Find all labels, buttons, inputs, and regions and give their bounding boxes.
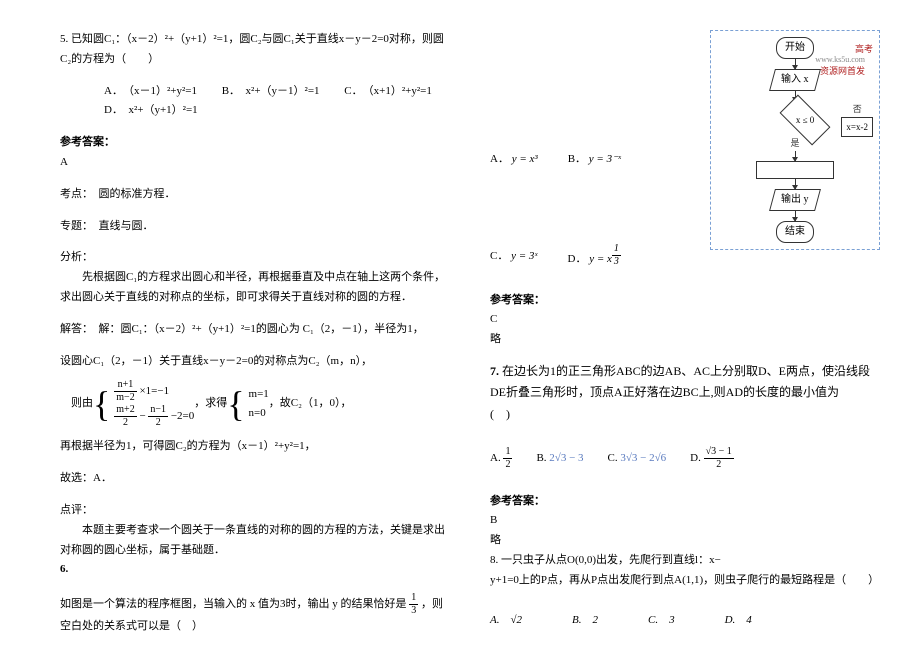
fc-yes: 是: [790, 135, 799, 151]
q5-l7: 再根据半径为1，可得圆C₂的方程为（x－1）²+y²=1，: [60, 437, 450, 457]
q6-d-pre: y = x: [589, 253, 612, 265]
q5-formula: 则由 { n+1m−2 ×1=−1 m+22 − n−12 −2=0 ，求得 {…: [60, 379, 450, 429]
q7-a-label: A.: [490, 452, 501, 464]
fb1-num: m+2: [114, 404, 136, 417]
q5-opt-a: A． （x－1）²+y²=1: [104, 85, 197, 97]
fb2-den: 2: [148, 417, 168, 429]
q8-c: C. 3: [648, 611, 675, 631]
q7-d-label: D.: [690, 452, 701, 464]
q5-options: A． （x－1）²+y²=1 B． x²+（y－1）²=1 C． （x+1）²+…: [60, 82, 450, 122]
q5-l6: 设圆心C₁（2，－1）关于直线x－y－2=0的对称点为C₂（m，n），: [60, 352, 450, 372]
q6-c-label: C．: [490, 250, 508, 262]
fc-end: 结束: [776, 221, 814, 243]
q7-num: 7.: [490, 364, 499, 378]
q5-l5: 解答： 解：圆C₁：（x－2）²+（y+1）²=1的圆心为 C₁（2，－1），半…: [60, 320, 450, 340]
q5-l10: 本题主要考查求一个圆关于一条直线的对称的圆的方程的方法，关键是求出对称圆的圆心坐…: [60, 521, 450, 561]
fb1-den: 2: [114, 417, 136, 429]
q5-l9: 点评：: [60, 501, 450, 521]
fa-num: n+1: [114, 379, 136, 392]
brief6: 略: [490, 330, 880, 350]
q6-d-label: D．: [568, 253, 587, 265]
ref7-label: 参考答案：: [490, 492, 880, 512]
q6-frac-num: 1: [409, 592, 418, 605]
fc-output: 输出 y: [769, 189, 820, 211]
q7-c-expr: 3√3 − 2√6: [620, 452, 666, 464]
fc-cond: x ≤ 0: [780, 95, 831, 146]
fb-tail: −2=0: [171, 410, 194, 422]
fc-no: 否: [853, 101, 862, 117]
q8-stem1: 8. 一只虫子从点O(0,0)出发，先爬行到直线l：x−: [490, 551, 880, 571]
fc-side-box: x=x-2: [841, 117, 873, 137]
solve-tail: ，故C₂（1，0），: [269, 394, 352, 414]
fa-tail: ×1=−1: [139, 385, 169, 397]
q7-opts: A. 12 B. 2√3 − 3 C. 3√3 − 2√6 D. √3 − 12: [490, 446, 880, 471]
q5-opt-b: B． x²+（y－1）²=1: [222, 85, 320, 97]
brief7: 略: [490, 531, 880, 551]
q8-d: D. 4: [725, 611, 752, 631]
q7-c-label: C.: [608, 452, 618, 464]
q8-b: B. 2: [572, 611, 598, 631]
fa-den: m−2: [114, 392, 136, 404]
q6-b-label: B．: [568, 153, 586, 165]
fb2-num: n−1: [148, 404, 168, 417]
q5-l2: 专题： 直线与圆．: [60, 217, 450, 237]
ref6-label: 参考答案：: [490, 291, 880, 311]
fc-side-branch: 否 x=x-2: [841, 101, 873, 137]
q5-opt-c: C． （x+1）²+y²=1: [344, 85, 432, 97]
s1: m=1: [249, 385, 269, 405]
q6-b-expr: y = 3⁻ˣ: [589, 153, 621, 165]
ans7: B: [490, 511, 880, 531]
q5-opt-d: D． x²+（y+1）²=1: [104, 104, 198, 116]
q6-frac-den: 3: [409, 605, 418, 617]
fc-start: 开始: [776, 37, 814, 59]
q7-stem: 在边长为1的正三角形ABC的边AB、AC上分别取D、E两点，使沿线段DE折叠三角…: [490, 364, 875, 421]
watermark3: 高考: [855, 41, 873, 57]
q6-a-expr: y = x³: [512, 153, 538, 165]
q8-stem2: y+1=0上的P点，再从P点出发爬行到点A(1,1)，则虫子爬行的最短路程是（ …: [490, 571, 880, 591]
q5-answer: A: [60, 153, 450, 173]
ref-label: 参考答案：: [60, 133, 450, 153]
fc-blank: [756, 161, 834, 179]
flowchart: 开始 输入 x www.ks5u.com 资源网首发 高考 x ≤ 0 是 输出…: [710, 30, 880, 250]
watermark2: 资源网首发: [820, 63, 865, 79]
q7-d-num: √3 − 1: [704, 446, 734, 459]
q7-b-label: B.: [536, 452, 546, 464]
q5-l4: 先根据圆C₁的方程求出圆心和半径，再根据垂直及中点在轴上这两个条件，求出圆心关于…: [60, 268, 450, 308]
q5-stem: 5. 已知圆C₁：（x－2）²+（y+1）²=1，圆C₂与圆C₁关于直线x－y－…: [60, 30, 450, 70]
q5-l1: 考点： 圆的标准方程．: [60, 185, 450, 205]
q5-l3: 分析：: [60, 248, 450, 268]
q6-d-den: 3: [612, 256, 621, 268]
q6-stem: 如图是一个算法的程序框图，当输入的 x 值为3时，输出 y 的结果恰好是 13 …: [60, 592, 450, 637]
q6-c-expr: y = 3ˣ: [511, 250, 537, 262]
q7-a-num: 1: [503, 446, 512, 459]
q8-opts: A. √2 B. 2 C. 3 D. 4: [490, 611, 880, 631]
q6-a-label: A．: [490, 153, 509, 165]
q7-a-den: 2: [503, 459, 512, 471]
q7-b-expr: 2√3 − 3: [549, 452, 583, 464]
q6-num: 6.: [60, 560, 450, 580]
q7-d-den: 2: [704, 459, 734, 471]
q8-a: A. √2: [490, 611, 522, 631]
fc-input: 输入 x: [769, 69, 820, 91]
q6-d-num: 1: [612, 243, 621, 256]
ans6: C: [490, 310, 880, 330]
s2: n=0: [249, 404, 269, 424]
solve-pre: ，求得: [194, 394, 227, 414]
then-text: 则由: [71, 394, 93, 414]
q5-l8: 故选：A．: [60, 469, 450, 489]
q6-stem-text: 如图是一个算法的程序框图，当输入的 x 值为3时，输出 y 的结果恰好是: [60, 598, 409, 610]
